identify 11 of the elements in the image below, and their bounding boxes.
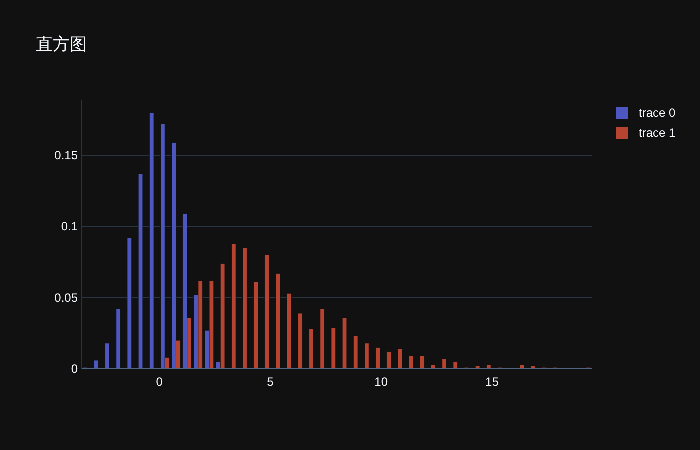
x-tick-label: 15 bbox=[486, 375, 500, 389]
x-tick-label: 5 bbox=[267, 375, 274, 389]
chart-title: 直方图 bbox=[36, 35, 87, 54]
x-tick-label: 10 bbox=[374, 375, 388, 389]
x-tick-label: 0 bbox=[156, 375, 164, 389]
legend-label: trace 1 bbox=[639, 126, 676, 140]
y-tick-label: 0.15 bbox=[54, 148, 78, 163]
y-tick-label: 0.05 bbox=[54, 290, 78, 305]
y-tick-label: 0.1 bbox=[61, 220, 78, 234]
y-tick-label: 0 bbox=[71, 362, 78, 376]
legend-label: trace 0 bbox=[639, 106, 676, 120]
